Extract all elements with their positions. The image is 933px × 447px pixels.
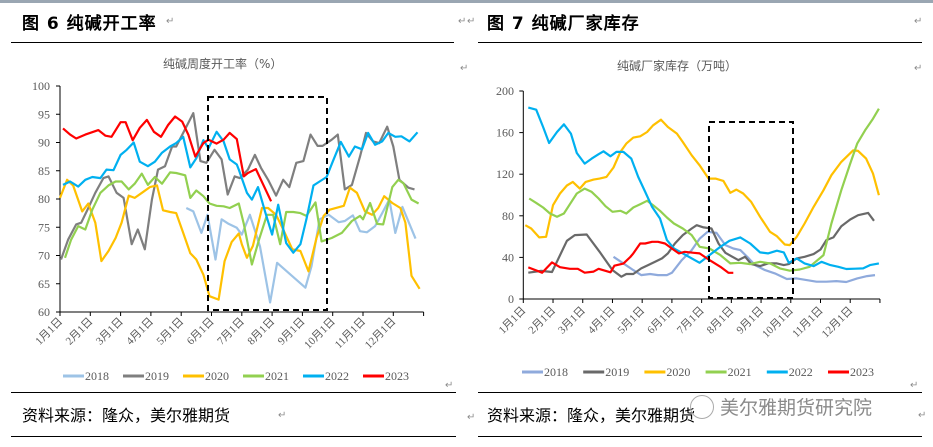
legend-label-2018: 2018 — [85, 369, 109, 383]
y-tick-label: 80 — [38, 192, 50, 206]
y-tick-label: 200 — [496, 84, 514, 98]
series-line-2020 — [524, 118, 880, 247]
paragraph-mark: ↵ — [467, 412, 476, 423]
x-tick-label: 4月1日 — [124, 316, 156, 348]
series-line-2022 — [62, 130, 419, 254]
x-tick-label: 10月1日 — [302, 316, 338, 352]
legend-label-2022: 2022 — [325, 369, 349, 383]
legend-label-2020: 2020 — [666, 365, 690, 379]
paragraph-mark: ↵ — [914, 63, 923, 74]
highlight-dashed-box — [207, 96, 328, 311]
x-tick-label: 6月1日 — [645, 305, 677, 337]
source-rule-top — [478, 392, 922, 393]
figure-7-title: 图 7 纯碱厂家库存 — [487, 14, 640, 34]
y-tick-label: 120 — [496, 167, 514, 181]
x-tick-label: 3月1日 — [556, 305, 588, 337]
x-tick-label: 5月1日 — [615, 305, 647, 337]
chart-title-right: 纯碱厂家库存（万吨） — [617, 59, 738, 73]
series-line-2021 — [528, 108, 880, 272]
x-tick-label: 8月1日 — [245, 316, 277, 348]
legend-label-2020: 2020 — [205, 369, 229, 383]
legend-label-2023: 2023 — [385, 369, 409, 383]
watermark-logo-icon — [690, 395, 714, 419]
paragraph-mark: ↵ — [914, 16, 923, 27]
paragraph-mark: ↵ — [278, 410, 287, 421]
x-tick-label: 4月1日 — [586, 305, 618, 337]
title-rule — [478, 42, 922, 43]
y-tick-label: 0 — [508, 292, 514, 306]
x-tick-label: 10月1日 — [760, 305, 796, 341]
y-tick-label: 95 — [38, 107, 50, 121]
paragraph-mark: ↵ — [445, 380, 454, 391]
y-tick-label: 90 — [38, 136, 50, 150]
watermark: 美尔雅期货研究院 — [720, 397, 873, 419]
title-rule — [11, 42, 454, 43]
legend-label-2022: 2022 — [789, 365, 813, 379]
highlight-dashed-box — [708, 121, 794, 299]
y-tick-label: 100 — [32, 79, 50, 93]
x-tick-label: 7月1日 — [675, 305, 707, 337]
x-tick-label: 3月1日 — [94, 316, 126, 348]
y-tick-label: 60 — [38, 305, 50, 319]
source-text-left: 资料来源：隆众，美尔雅期货 — [22, 406, 231, 425]
series-line-2020 — [58, 178, 421, 301]
paragraph-mark: ↵ — [460, 63, 469, 74]
x-tick-label: 11月1日 — [790, 305, 825, 340]
chart-inventory: 0 40 80 120 160 200 1月1日2月1日3月1日4月1日5月1日6月1日7月… — [496, 84, 881, 379]
paragraph-mark: ↵ — [918, 410, 927, 421]
x-tick-label: 8月1日 — [705, 305, 737, 337]
paragraph-mark: ↵ — [467, 16, 476, 27]
x-tick-label: 1月1日 — [33, 316, 65, 348]
x-tick-label: 5月1日 — [155, 316, 187, 348]
source-rule-bottom — [478, 436, 922, 437]
y-tick-label: 70 — [38, 249, 50, 263]
series-line-2023 — [527, 240, 734, 274]
top-border — [0, 0, 933, 3]
x-tick-label: 2月1日 — [64, 316, 96, 348]
legend-label-2023: 2023 — [850, 365, 874, 379]
figure-6-title: 图 6 纯碱开工率 — [22, 14, 157, 34]
source-text-right: 资料来源：隆众，美尔雅期货 — [487, 406, 696, 425]
x-tick-label: 12月1日 — [363, 316, 399, 352]
legend-label-2019: 2019 — [605, 365, 629, 379]
legend-label-2021: 2021 — [265, 369, 289, 383]
y-tick-label: 160 — [496, 126, 514, 140]
x-tick-label: 6月1日 — [185, 316, 217, 348]
paragraph-mark: ↵ — [910, 380, 919, 391]
y-tick-label: 40 — [502, 250, 514, 264]
series-line-2018 — [612, 230, 876, 284]
series-line-2019 — [59, 111, 415, 260]
x-tick-label: 2月1日 — [526, 305, 558, 337]
source-rule-top — [11, 392, 456, 393]
chart-title-left: 纯碱周度开工率（%） — [163, 57, 283, 71]
legend-label-2019: 2019 — [145, 369, 169, 383]
y-tick-label: 85 — [38, 164, 50, 178]
x-tick-label: 11月1日 — [333, 316, 368, 351]
chart-operating-rate: 60 65 70 75 80 85 90 95 100 1月1日2月1日3月1日4月1日5月1日6… — [32, 79, 425, 383]
series-line-2019 — [528, 211, 875, 278]
y-tick-label: 80 — [502, 209, 514, 223]
x-tick-label: 1月1日 — [497, 305, 529, 337]
x-tick-label: 7月1日 — [215, 316, 247, 348]
paragraph-mark: ↵ — [458, 16, 467, 27]
legend-label-2021: 2021 — [728, 365, 752, 379]
y-tick-label: 65 — [38, 277, 50, 291]
y-tick-label: 75 — [38, 220, 50, 234]
paragraph-mark: ↵ — [166, 16, 175, 27]
source-rule-bottom — [11, 436, 456, 437]
series-line-2018 — [185, 198, 417, 304]
x-tick-label: 12月1日 — [820, 305, 856, 341]
legend-label-2018: 2018 — [544, 365, 568, 379]
series-line-2021 — [63, 171, 420, 266]
series-line-2023 — [62, 115, 273, 202]
